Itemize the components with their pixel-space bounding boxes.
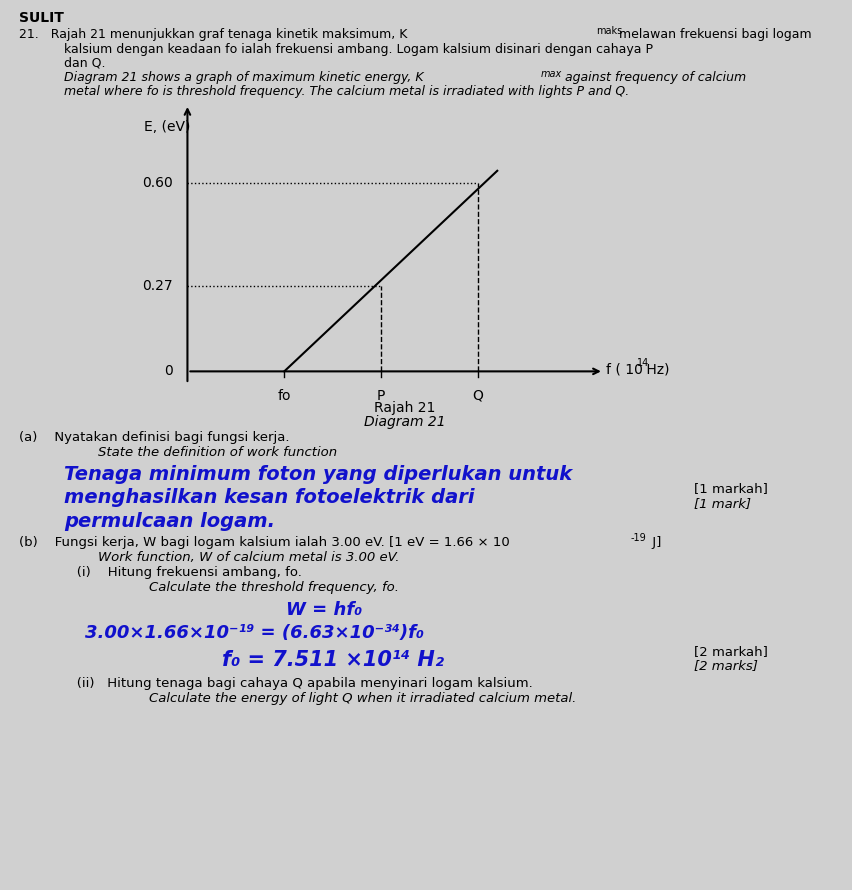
Text: f₀ = 7.511 ×10¹⁴ H₂: f₀ = 7.511 ×10¹⁴ H₂ — [222, 650, 444, 669]
Text: Diagram 21: Diagram 21 — [364, 415, 446, 429]
Text: 0: 0 — [164, 364, 173, 378]
Text: menghasilkan kesan fotoelektrik dari: menghasilkan kesan fotoelektrik dari — [64, 488, 475, 506]
Text: (ii)   Hitung tenaga bagi cahaya Q apabila menyinari logam kalsium.: (ii) Hitung tenaga bagi cahaya Q apabila… — [64, 677, 532, 691]
Text: [1 mark]: [1 mark] — [694, 497, 751, 510]
Text: metal where fo is threshold frequency. The calcium metal is irradiated with ligh: metal where fo is threshold frequency. T… — [64, 85, 629, 99]
Text: fo: fo — [278, 389, 291, 402]
Text: W = hf₀: W = hf₀ — [285, 601, 362, 619]
Text: maks: maks — [596, 26, 623, 36]
Text: [1 markah]: [1 markah] — [694, 482, 769, 496]
Text: J]: J] — [648, 536, 661, 549]
Text: melawan frekuensi bagi logam: melawan frekuensi bagi logam — [615, 28, 812, 42]
Text: -19: -19 — [630, 533, 646, 543]
Text: Rajah 21: Rajah 21 — [374, 401, 435, 416]
Text: 21.   Rajah 21 menunjukkan graf tenaga kinetik maksimum, K: 21. Rajah 21 menunjukkan graf tenaga kin… — [19, 28, 407, 42]
Text: 14: 14 — [636, 358, 649, 368]
Text: 0.27: 0.27 — [142, 279, 173, 294]
Text: against frequency of calcium: against frequency of calcium — [561, 71, 746, 85]
Text: Calculate the energy of light Q when it irradiated calcium metal.: Calculate the energy of light Q when it … — [98, 692, 576, 706]
Text: 3.00×1.66×10⁻¹⁹ = (6.63×10⁻³⁴)f₀: 3.00×1.66×10⁻¹⁹ = (6.63×10⁻³⁴)f₀ — [85, 624, 424, 642]
Text: Diagram 21 shows a graph of maximum kinetic energy, K: Diagram 21 shows a graph of maximum kine… — [64, 71, 423, 85]
Text: max: max — [541, 69, 562, 78]
Text: Hz): Hz) — [642, 363, 670, 376]
Text: P: P — [377, 389, 385, 402]
Text: (b)    Fungsi kerja, W bagi logam kalsium ialah 3.00 eV. [1 eV = 1.66 × 10: (b) Fungsi kerja, W bagi logam kalsium i… — [19, 536, 509, 549]
Text: Calculate the threshold frequency, fo.: Calculate the threshold frequency, fo. — [98, 581, 399, 595]
Text: dan Q.: dan Q. — [64, 57, 106, 70]
Text: permulcaan logam.: permulcaan logam. — [64, 512, 275, 530]
Text: SULIT: SULIT — [19, 11, 64, 25]
Text: (i)    Hitung frekuensi ambang, fo.: (i) Hitung frekuensi ambang, fo. — [64, 566, 302, 579]
Text: kalsium dengan keadaan fo ialah frekuensi ambang. Logam kalsium disinari dengan : kalsium dengan keadaan fo ialah frekuens… — [64, 43, 653, 56]
Text: [2 markah]: [2 markah] — [694, 645, 769, 659]
Text: Q: Q — [473, 389, 483, 402]
Text: 0.60: 0.60 — [142, 175, 173, 190]
Text: f ( 10: f ( 10 — [606, 363, 642, 376]
Text: (a)    Nyatakan definisi bagi fungsi kerja.: (a) Nyatakan definisi bagi fungsi kerja. — [19, 431, 289, 444]
Text: State the definition of work function: State the definition of work function — [64, 446, 337, 459]
Text: Tenaga minimum foton yang diperlukan untuk: Tenaga minimum foton yang diperlukan unt… — [64, 465, 573, 483]
Text: E, (eV): E, (eV) — [144, 120, 190, 134]
Text: [2 marks]: [2 marks] — [694, 659, 758, 673]
Text: Work function, W of calcium metal is 3.00 eV.: Work function, W of calcium metal is 3.0… — [64, 551, 400, 564]
